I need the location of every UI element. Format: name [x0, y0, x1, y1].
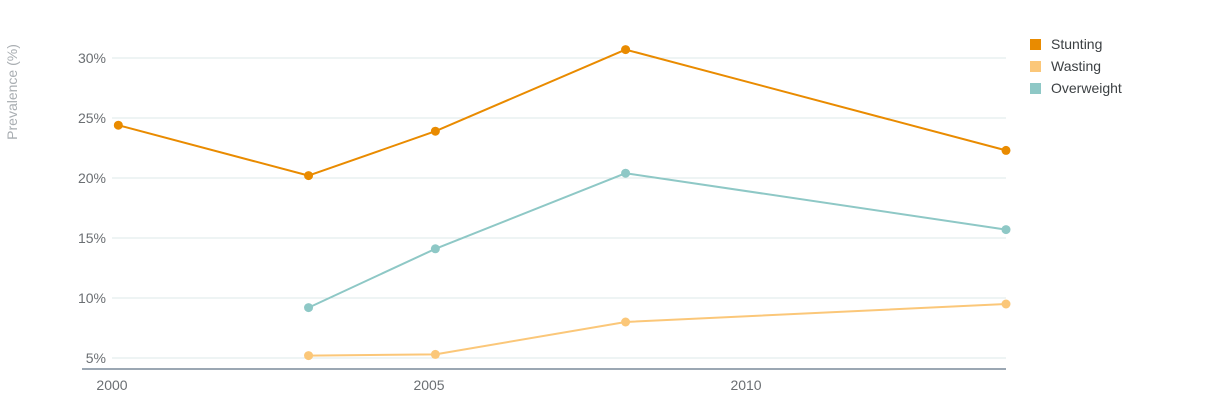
y-tick-label: 20% — [78, 170, 106, 186]
data-point[interactable] — [304, 303, 314, 313]
legend-item-stunting[interactable]: Stunting — [1030, 33, 1122, 55]
data-point[interactable] — [1001, 145, 1011, 155]
y-tick-label: 5% — [86, 350, 106, 366]
y-axis-title: Prevalence (%) — [4, 44, 20, 140]
legend-swatch — [1030, 60, 1041, 72]
data-point[interactable] — [304, 171, 314, 181]
data-point[interactable] — [430, 126, 440, 136]
data-point[interactable] — [304, 351, 314, 361]
legend-label: Overweight — [1051, 80, 1122, 96]
y-tick-label: 10% — [78, 290, 106, 306]
data-point[interactable] — [1001, 299, 1011, 309]
legend-swatch — [1030, 82, 1041, 94]
y-tick-label: 30% — [78, 50, 106, 66]
data-point[interactable] — [621, 168, 631, 178]
legend-label: Wasting — [1051, 58, 1102, 74]
legend-label: Stunting — [1051, 36, 1103, 52]
x-tick-label: 2000 — [96, 377, 127, 393]
series-line — [118, 48, 1007, 177]
series-stunting — [113, 45, 1011, 181]
legend: Stunting Wasting Overweight — [1030, 33, 1122, 99]
grid-lines — [112, 57, 1006, 359]
data-point[interactable] — [113, 120, 123, 130]
data-point[interactable] — [430, 349, 440, 359]
y-tick-label: 25% — [78, 110, 106, 126]
x-tick-label: 2005 — [413, 377, 444, 393]
legend-item-overweight[interactable]: Overweight — [1030, 77, 1122, 99]
x-tick-label: 2010 — [730, 377, 761, 393]
data-point[interactable] — [621, 317, 631, 327]
x-axis-ticks: 2000 2005 2010 — [96, 377, 761, 393]
data-point[interactable] — [430, 244, 440, 254]
y-tick-label: 15% — [78, 230, 106, 246]
y-axis-ticks: 5% 10% 15% 20% 25% 30% — [78, 50, 106, 366]
series-line — [308, 303, 1007, 357]
series-wasting — [304, 299, 1011, 361]
data-point[interactable] — [621, 45, 631, 55]
legend-swatch — [1030, 38, 1041, 50]
series-line — [308, 172, 1007, 309]
legend-item-wasting[interactable]: Wasting — [1030, 55, 1122, 77]
series-layer — [113, 45, 1011, 361]
series-overweight — [304, 168, 1011, 313]
data-point[interactable] — [1001, 225, 1011, 235]
